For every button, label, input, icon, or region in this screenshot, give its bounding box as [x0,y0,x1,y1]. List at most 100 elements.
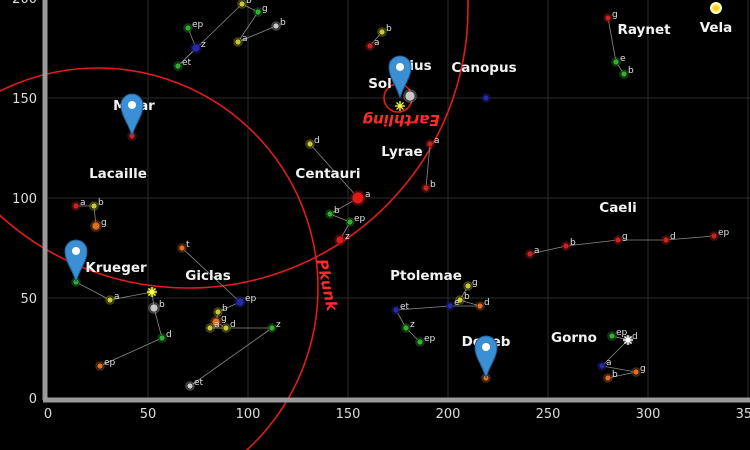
markers [64,55,498,379]
planet-label: b [570,238,576,248]
planet-label: e [454,298,460,308]
vela-star-rays [712,4,720,12]
planet-dot [632,368,640,376]
planet-link [109,291,153,301]
system-label: Lyrae [381,144,422,160]
planet-label: ep [192,20,204,30]
map-pin-dot [396,63,404,71]
planet-label: d [632,332,638,342]
system-label: Ptolemae [390,268,462,284]
planet-link [189,327,273,387]
planet-label: b [334,206,340,216]
planet-label: b [628,66,634,76]
planet-dot [402,324,410,332]
x-tick-label: 350 [736,407,750,422]
planet-label: z [345,232,350,242]
planet-dot [72,202,80,210]
planet-dot [326,210,334,218]
planet-label: et [182,58,192,68]
planet-label: d [166,330,172,340]
krueger-star [148,288,156,296]
map-pin-icon[interactable] [474,335,498,379]
planet-label: b [98,198,104,208]
planet-dot [604,14,612,22]
planet-dot [710,232,718,240]
gorno-star [624,336,632,344]
planet-label: b [612,370,618,380]
planet-label: g [262,4,268,14]
planet-label: ep [104,358,116,368]
planet-label: a [434,136,440,146]
planet-link [153,307,163,339]
map-pin-icon[interactable] [120,93,144,137]
x-tick-label: 100 [236,407,261,422]
x-tick-label: 0 [44,407,52,422]
planet-label: b [222,304,228,314]
planet-dot [526,250,534,258]
y-tick-label: 150 [12,92,37,107]
planet-link [607,371,637,379]
planet-dot [214,308,222,316]
planet-dot [482,94,490,102]
map-pin-body [120,93,144,137]
planet-link [565,239,619,247]
planet-label: d [230,320,236,330]
planet-label: d [314,136,320,146]
y-tick-label: 0 [29,392,37,407]
planet-dot [598,362,606,370]
planet-label: ep [354,214,366,224]
planet-link [177,3,243,67]
planet-dot [346,218,354,226]
planet-dot [106,296,114,304]
planet-label: a [242,34,248,44]
planet-dot [404,90,416,102]
planet-label: et [194,378,204,388]
planet-dot [464,282,472,290]
planet-label: d [484,298,490,308]
planet-label: b [280,18,286,28]
planet-label: a [80,198,86,208]
planet-dot [426,140,434,148]
planet-dot [476,302,484,310]
planet-dot [604,374,612,382]
planet-label: b [159,300,165,310]
planet-label: g [622,232,628,242]
planet-label: ep [245,294,257,304]
planet-label: g [612,10,618,20]
map-pin-icon[interactable] [388,55,412,99]
planet-dot [446,302,454,310]
planet-label: ep [616,328,628,338]
planet-dot [191,43,201,53]
planet-dot [238,0,246,8]
circle-label-earthling: Earthling [362,111,440,129]
planet-dot [366,42,374,50]
planet-link [99,337,163,367]
planet-dot [662,236,670,244]
planet-dot [184,24,192,32]
planet-dot [174,62,182,70]
system-label: Krueger [85,260,147,276]
map-pin-dot [128,101,136,109]
planet-label: ep [718,228,730,238]
planet-link [601,365,637,373]
planet-dot [206,324,214,332]
map-pin-icon[interactable] [64,239,88,283]
system-label: Lacaille [89,166,147,182]
planet-dot [306,140,314,148]
planet-label: z [276,320,281,330]
planet-dot [90,202,98,210]
planet-dot [335,235,345,245]
y-tick-label: 200 [12,0,37,7]
planet-label: a [534,246,540,256]
x-tick-label: 50 [140,407,157,422]
planet-dot [254,8,262,16]
planet-label: z [201,40,206,50]
planet-link [665,235,715,241]
planet-label: g [640,364,646,374]
planet-label: a [365,190,371,200]
planet-dot [614,236,622,244]
range-circle [0,67,319,450]
